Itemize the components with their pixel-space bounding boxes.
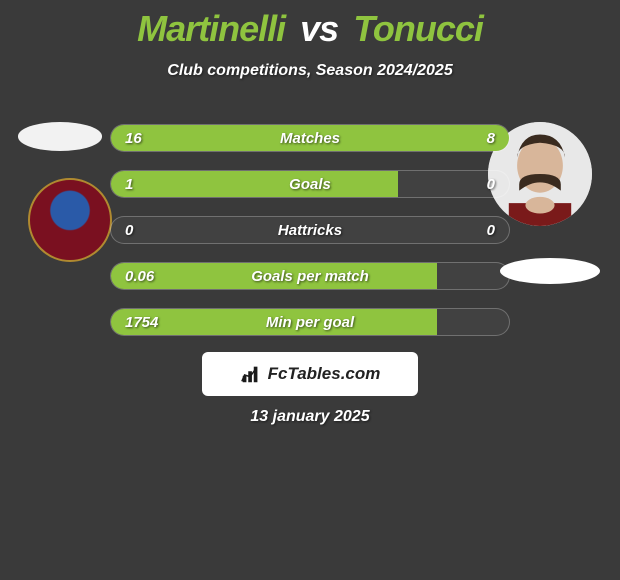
title-player2: Tonucci	[353, 8, 483, 49]
player2-club-badge	[500, 258, 600, 284]
stat-row: 0Hattricks0	[110, 216, 510, 244]
brand-text: FcTables.com	[268, 364, 381, 384]
player1-avatar	[18, 122, 102, 151]
stat-row: 1Goals0	[110, 170, 510, 198]
stat-row: 1754Min per goal	[110, 308, 510, 336]
player1-club-badge	[28, 178, 112, 262]
stat-value-right: 0	[487, 171, 495, 197]
stat-label: Min per goal	[111, 309, 509, 335]
stat-label: Matches	[111, 125, 509, 151]
title-player1: Martinelli	[137, 8, 285, 49]
brand-box: FcTables.com	[202, 352, 418, 396]
title-vs: vs	[300, 8, 338, 49]
stat-label: Hattricks	[111, 217, 509, 243]
stat-label: Goals per match	[111, 263, 509, 289]
stat-row: 16Matches8	[110, 124, 510, 152]
stat-value-right: 8	[487, 125, 495, 151]
stat-label: Goals	[111, 171, 509, 197]
bar-chart-icon	[240, 363, 262, 385]
stats-panel: 16Matches81Goals00Hattricks00.06Goals pe…	[110, 124, 510, 354]
date-text: 13 january 2025	[0, 408, 620, 426]
page-title: Martinelli vs Tonucci	[0, 8, 620, 50]
stat-value-right: 0	[487, 217, 495, 243]
stat-row: 0.06Goals per match	[110, 262, 510, 290]
subtitle: Club competitions, Season 2024/2025	[0, 62, 620, 80]
